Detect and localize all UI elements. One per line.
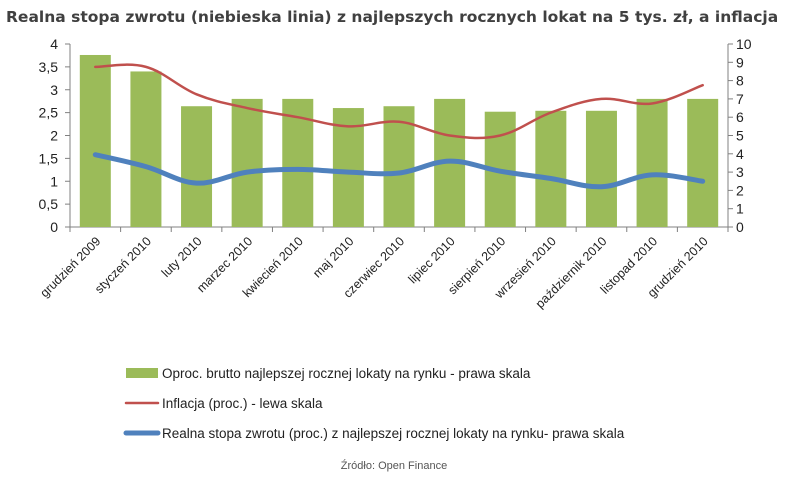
left-axis-tick-label: 1,5: [39, 150, 59, 166]
right-axis-tick-label: 1: [736, 201, 744, 217]
left-axis-tick-label: 2: [50, 128, 58, 144]
bar: [130, 71, 162, 227]
bar: [687, 98, 719, 228]
right-axis-tick-label: 2: [736, 182, 744, 198]
chart-title: Realna stopa zwrotu (niebieska linia) z …: [6, 8, 778, 26]
left-axis-tick-label: 3: [50, 82, 58, 98]
series-line: [92, 152, 706, 190]
right-axis-tick-label: 9: [736, 54, 744, 70]
x-axis-category-label: grudzień 2009: [38, 234, 104, 300]
bar: [181, 106, 213, 227]
source-note: Źródło: Open Finance: [341, 459, 447, 472]
bar: [636, 98, 668, 228]
right-axis-tick-label: 3: [736, 164, 744, 180]
x-axis-category-label: lipiec 2010: [406, 234, 458, 286]
x-axis-category-label: maj 2010: [310, 234, 356, 280]
right-axis-tick-label: 6: [736, 109, 744, 125]
right-axis-tick-label: 4: [736, 146, 744, 162]
x-axis-category-label: luty 2010: [159, 234, 205, 280]
left-axis-tick-label: 1: [50, 173, 58, 189]
right-axis-tick-label: 8: [736, 73, 744, 89]
legend-swatch: [126, 368, 158, 378]
bar: [383, 106, 415, 227]
left-axis-tick-label: 0,5: [39, 196, 59, 212]
right-axis-tick-label: 10: [736, 36, 752, 52]
legend-entry-label: Inflacja (proc.) - lewa skala: [162, 396, 323, 411]
legend-entry-label: Oproc. brutto najlepszej rocznej lokaty …: [162, 366, 531, 381]
bar: [332, 108, 364, 227]
right-axis-tick-label: 0: [736, 219, 744, 235]
legend-entry-label: Realna stopa zwrotu (proc.) z najlepszej…: [162, 426, 625, 441]
series-line: [94, 63, 704, 140]
left-axis-tick-label: 4: [50, 36, 58, 52]
bar: [79, 54, 111, 228]
bar: [535, 110, 567, 227]
plot-area: 0 0,5 1 1,5 2 2,5 3 3,5 4 0 1 2 3 4 5 6 7 8 9 10 grudzień 20…: [38, 36, 752, 311]
left-axis-tick-label: 0: [50, 219, 58, 235]
bar: [231, 98, 263, 228]
left-axis-tick-label: 3,5: [39, 59, 59, 75]
legend: Oproc. brutto najlepszej rocznej lokaty …: [123, 366, 625, 441]
right-axis-tick-label: 7: [736, 91, 744, 107]
right-axis-tick-label: 5: [736, 128, 744, 144]
bar: [585, 110, 617, 227]
left-axis-tick-label: 2,5: [39, 105, 59, 121]
